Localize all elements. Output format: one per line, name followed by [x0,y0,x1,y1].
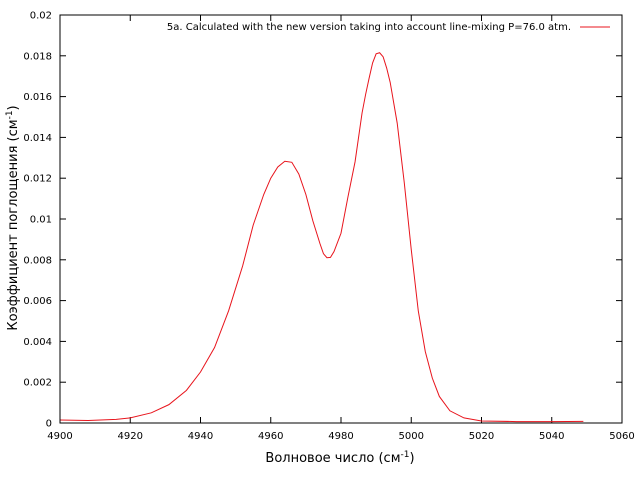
y-tick-label: 0.004 [23,337,52,348]
x-tick-label: 4920 [118,431,143,442]
x-tick-label: 4980 [328,431,353,442]
y-tick-label: 0.012 [23,174,52,185]
x-tick-label: 5040 [539,431,564,442]
x-tick-label: 4900 [47,431,72,442]
y-tick-label: 0.014 [23,133,52,144]
x-tick-label: 5060 [609,431,634,442]
x-tick-label: 5000 [399,431,424,442]
x-tick-label: 5020 [469,431,494,442]
x-axis-title: Волновое число (см-1) [265,450,414,466]
x-tick-label: 4960 [258,431,283,442]
y-tick-label: 0 [46,419,52,430]
y-tick-label: 0.02 [30,11,52,22]
y-tick-label: 0.01 [30,215,52,226]
y-tick-label: 0.016 [23,92,52,103]
ticks [59,14,623,424]
series-line [59,52,584,423]
x-tick-label: 4940 [188,431,213,442]
y-axis-title: Коэффициент поглощения (см-1) [5,105,21,330]
y-tick-label: 0.008 [23,255,52,266]
plot-frame [59,14,623,424]
tick-labels: 4900 4920 4940 4960 4980 5000 5020 5040 5060 0 0.0… [23,11,634,443]
y-tick-label: 0.002 [23,378,52,389]
y-tick-label: 0.018 [23,51,52,62]
legend-label: 5a. Calculated with the new version taki… [167,22,571,33]
y-tick-label: 0.006 [23,296,52,307]
legend: 5a. Calculated with the new version taki… [167,22,610,33]
